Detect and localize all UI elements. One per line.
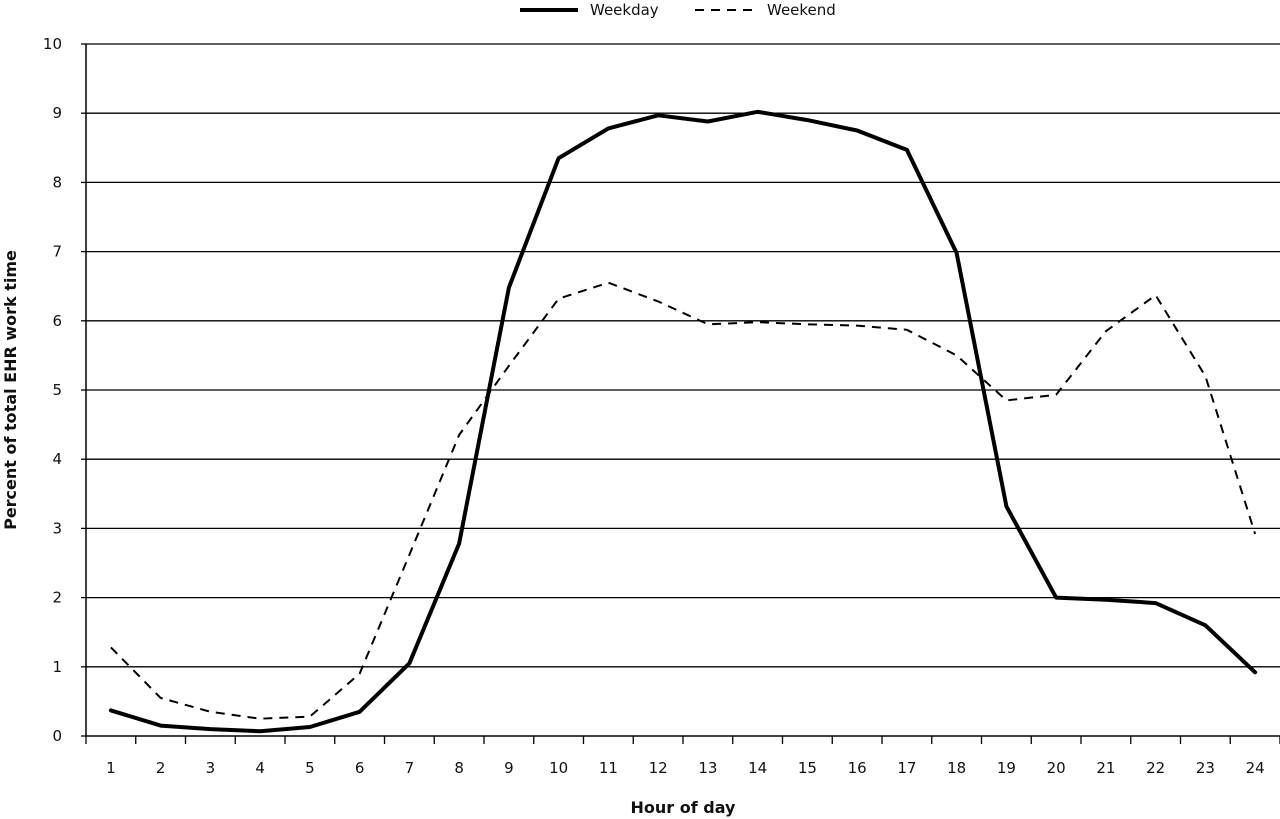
y-axis-ticks: 0 1 2 3 4 5 6 7 8 9 10 — [43, 35, 86, 745]
legend-label-weekend: Weekend — [767, 1, 836, 19]
series-weekday — [108, 109, 1258, 734]
data-point-weekday — [1255, 672, 1256, 673]
series-line-weekend — [110, 281, 1257, 720]
x-tick-label: 11 — [599, 759, 618, 777]
x-tick-label: 4 — [255, 759, 265, 777]
y-tick-label: 5 — [52, 381, 62, 399]
y-tick-label: 2 — [52, 589, 62, 607]
data-point-weekday — [906, 149, 907, 150]
x-tick-label: 24 — [1246, 759, 1265, 777]
data-point-weekday — [658, 115, 659, 116]
x-tick-label: 9 — [504, 759, 514, 777]
data-point-weekend — [508, 365, 509, 366]
data-point-weekday — [508, 287, 509, 288]
x-tick-label: 8 — [454, 759, 464, 777]
x-tick-label: 13 — [698, 759, 717, 777]
y-tick-label: 6 — [52, 312, 62, 330]
data-point-weekend — [359, 673, 360, 674]
data-point-weekend — [906, 329, 907, 330]
y-tick-label: 9 — [52, 104, 62, 122]
x-tick-label: 2 — [156, 759, 166, 777]
data-point-weekday — [260, 731, 261, 732]
legend: Weekday Weekend — [520, 1, 836, 19]
legend-label-weekday: Weekday — [590, 1, 659, 19]
data-point-weekday — [1205, 625, 1206, 626]
y-axis-title: Percent of total EHR work time — [1, 250, 20, 530]
data-point-weekend — [1205, 376, 1206, 377]
x-tick-label: 15 — [798, 759, 817, 777]
x-tick-label: 14 — [748, 759, 767, 777]
x-tick-label: 3 — [206, 759, 216, 777]
data-point-weekend — [1255, 533, 1256, 534]
data-point-weekday — [1056, 597, 1057, 598]
x-tick-label: 10 — [549, 759, 568, 777]
data-point-weekend — [956, 355, 957, 356]
data-point-weekday — [857, 130, 858, 131]
data-point-weekend — [807, 324, 808, 325]
data-point-weekend — [260, 718, 261, 719]
data-point-weekday — [757, 111, 758, 112]
series-lines — [108, 109, 1258, 734]
data-point-weekend — [608, 282, 609, 283]
data-point-weekend — [658, 301, 659, 302]
x-tick-label: 23 — [1196, 759, 1215, 777]
x-tick-label: 7 — [405, 759, 415, 777]
x-tick-label: 19 — [997, 759, 1016, 777]
data-point-weekday — [459, 543, 460, 544]
data-point-weekend — [110, 647, 111, 648]
y-tick-label: 1 — [52, 658, 62, 676]
data-point-weekday — [558, 158, 559, 159]
data-point-weekend — [309, 716, 310, 717]
y-tick-label: 4 — [52, 450, 62, 468]
data-point-weekend — [757, 322, 758, 323]
data-point-weekend — [210, 711, 211, 712]
data-point-weekend — [558, 298, 559, 299]
x-tick-label: 21 — [1096, 759, 1115, 777]
data-point-weekday — [608, 128, 609, 129]
x-tick-label: 1 — [106, 759, 116, 777]
data-point-weekday — [409, 663, 410, 664]
data-point-weekend — [1056, 394, 1057, 395]
data-point-weekday — [160, 725, 161, 726]
y-tick-label: 0 — [52, 727, 62, 745]
data-point-weekday — [110, 710, 111, 711]
gridlines — [86, 43, 1280, 668]
x-tick-label: 12 — [649, 759, 668, 777]
data-point-weekend — [1105, 331, 1106, 332]
y-tick-label: 7 — [52, 243, 62, 261]
data-point-weekend — [409, 554, 410, 555]
x-tick-label: 16 — [848, 759, 867, 777]
data-point-weekday — [1155, 603, 1156, 604]
data-point-weekend — [1006, 400, 1007, 401]
x-tick-label: 17 — [897, 759, 916, 777]
data-point-weekday — [210, 729, 211, 730]
data-point-weekday — [359, 711, 360, 712]
series-line-weekday — [108, 109, 1258, 734]
x-tick-label: 22 — [1146, 759, 1165, 777]
data-point-weekday — [309, 727, 310, 728]
x-tick-label: 18 — [947, 759, 966, 777]
data-point-weekend — [160, 697, 161, 698]
x-tick-label: 20 — [1047, 759, 1066, 777]
data-point-weekend — [1155, 295, 1156, 296]
data-point-weekday — [956, 252, 957, 253]
data-point-weekday — [1105, 599, 1106, 600]
x-axis-ticks: 1 2 3 4 5 6 7 8 9 10 11 12 13 14 15 16 17 18 19 20 21 22 23 24 — [85, 736, 1280, 777]
x-tick-label: 6 — [355, 759, 365, 777]
series-weekend — [110, 281, 1257, 720]
data-point-weekend — [459, 434, 460, 435]
data-point-weekend — [707, 324, 708, 325]
y-tick-label: 8 — [52, 173, 62, 191]
x-axis-title: Hour of day — [631, 798, 737, 817]
y-tick-label: 10 — [43, 35, 62, 53]
data-point-weekday — [1006, 506, 1007, 507]
data-point-weekday — [807, 120, 808, 121]
data-point-weekday — [707, 121, 708, 122]
data-point-weekend — [857, 325, 858, 326]
y-tick-label: 3 — [52, 519, 62, 537]
x-tick-label: 5 — [305, 759, 315, 777]
